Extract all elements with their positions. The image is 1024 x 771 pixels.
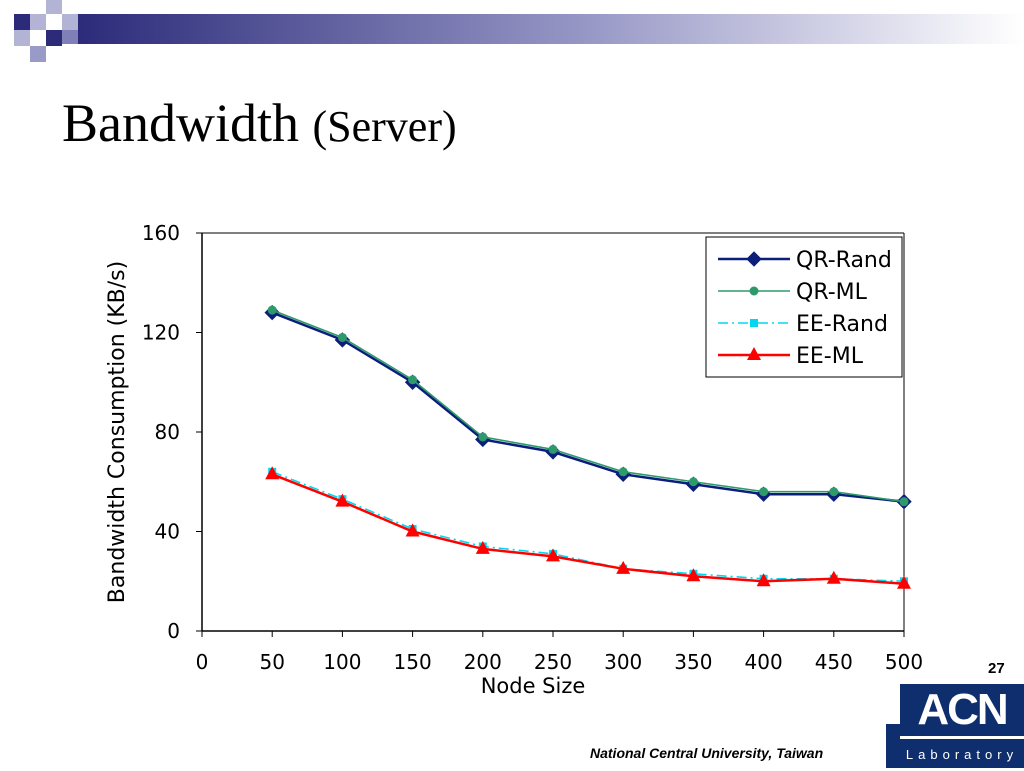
- legend-marker-qr-ml: [749, 286, 759, 296]
- y-axis-title: Bandwidth Consumption (KB/s): [105, 261, 130, 603]
- deco-square: [30, 46, 46, 62]
- y-axis-title-group: Bandwidth Consumption (KB/s): [105, 261, 130, 603]
- data-point-ee-ml: [897, 575, 911, 589]
- logo-laboratory-text: Laboratory: [900, 736, 1024, 768]
- series-line-ee-rand: [271, 471, 905, 583]
- data-point-ee-ml: [265, 466, 280, 480]
- y-tick-label: 160: [142, 221, 180, 245]
- data-point-ee-ml: [616, 560, 631, 574]
- x-tick-label: 150: [394, 650, 432, 674]
- x-tick-label: 100: [323, 650, 361, 674]
- x-tick-label: 200: [464, 650, 502, 674]
- y-tick-label: 80: [155, 420, 180, 444]
- legend-marker-qr-rand: [746, 251, 762, 267]
- y-tick-label: 0: [167, 619, 180, 643]
- corner-decoration: [14, 0, 1024, 62]
- series-line-qr-rand: [271, 311, 905, 503]
- logo-acn-text: ACN: [900, 684, 1024, 736]
- footer-university: National Central University, Taiwan: [590, 745, 824, 761]
- data-point-qr-ml: [548, 444, 558, 454]
- legend-box: [705, 236, 903, 378]
- x-tick-label: 0: [196, 650, 209, 674]
- data-point-qr-ml: [408, 375, 418, 385]
- deco-square: [14, 14, 30, 30]
- legend-label-qr-ml: QR-ML: [796, 280, 868, 305]
- data-point-ee-ml: [335, 493, 350, 507]
- data-point-qr-ml: [759, 487, 769, 497]
- y-tick-label: 120: [142, 321, 180, 345]
- x-axis-title: Node Size: [481, 674, 586, 698]
- data-point-ee-ml: [686, 568, 701, 582]
- plot-area: 0 40 80 120 160 0 50 100 150 200 250 300 350 400 450 50…: [142, 221, 923, 674]
- deco-square: [46, 30, 62, 46]
- legend-label-ee-rand: EE-Rand: [796, 312, 888, 337]
- data-point-ee-ml: [546, 548, 560, 562]
- data-point-ee-ml: [405, 523, 420, 537]
- deco-square: [62, 14, 78, 30]
- slide-number: 27: [988, 660, 1005, 677]
- x-tick-label: 450: [815, 650, 853, 674]
- x-tick-label: 350: [674, 650, 712, 674]
- logo-accent: [886, 724, 900, 768]
- legend-marker-ee-rand: [750, 319, 758, 327]
- y-tick-label: 40: [155, 520, 180, 544]
- data-point-qr-ml: [688, 477, 698, 487]
- data-point-qr-ml: [478, 432, 488, 442]
- legend: QR-Rand QR-ML EE-Rand EE-ML: [705, 236, 903, 378]
- legend-label-qr-rand: QR-Rand: [796, 248, 892, 273]
- deco-square: [14, 30, 30, 46]
- x-tick-label: 300: [604, 650, 642, 674]
- series-line-ee-ml: [271, 473, 905, 585]
- data-point-qr-ml: [618, 467, 628, 477]
- data-point-qr-ml: [267, 305, 277, 315]
- x-tick-label: 500: [885, 650, 923, 674]
- data-point-ee-ml: [826, 570, 841, 584]
- slide-title-main: Bandwidth: [62, 93, 299, 153]
- data-point-qr-ml: [899, 497, 909, 507]
- data-point-qr-ml: [829, 487, 839, 497]
- data-point-qr-ml: [337, 332, 347, 342]
- acn-lab-logo: ACN Laboratory: [886, 684, 1024, 768]
- slide-title-sub: (Server): [312, 102, 457, 151]
- data-point-ee-ml: [475, 540, 490, 554]
- slide-title: Bandwidth (Server): [62, 96, 457, 150]
- header-gradient-band: [78, 14, 1024, 44]
- x-tick-label: 50: [259, 650, 284, 674]
- deco-square: [62, 30, 78, 44]
- deco-square: [46, 0, 62, 14]
- series-line-qr-ml: [271, 309, 905, 503]
- legend-marker-ee-ml: [747, 347, 761, 360]
- data-point-ee-ml: [756, 573, 771, 587]
- x-tick-label: 250: [534, 650, 572, 674]
- bandwidth-chart: Bandwidth Consumption (KB/s) Node Size 0…: [105, 221, 923, 698]
- x-tick-label: 400: [745, 650, 783, 674]
- deco-square: [30, 14, 46, 30]
- legend-label-ee-ml: EE-ML: [796, 344, 864, 369]
